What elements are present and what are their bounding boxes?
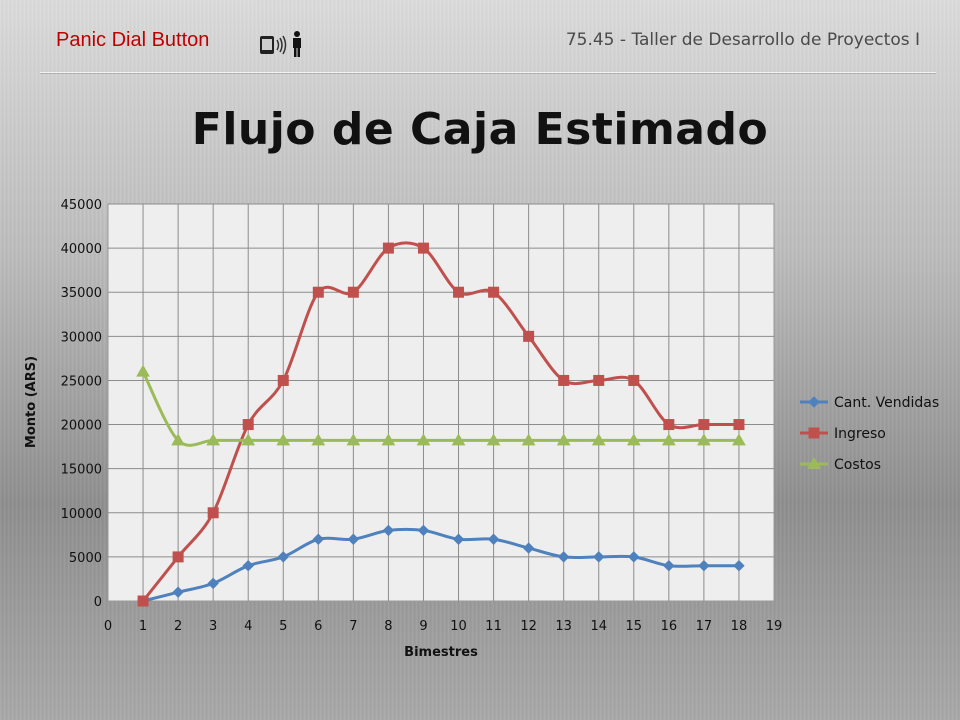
y-tick-label: 5000 xyxy=(69,551,102,566)
legend-marker-costos xyxy=(807,456,821,469)
data-point-cant-vendidas xyxy=(733,560,745,572)
data-point-cant-vendidas xyxy=(242,560,254,572)
data-point-costos xyxy=(346,433,361,446)
data-point-ingreso xyxy=(277,374,289,386)
data-point-ingreso xyxy=(523,330,535,342)
data-point-costos xyxy=(486,433,501,446)
data-point-ingreso xyxy=(347,286,359,298)
data-point-costos xyxy=(381,433,396,446)
data-point-cant-vendidas xyxy=(698,560,710,572)
x-tick-label: 14 xyxy=(590,619,607,634)
data-point-ingreso xyxy=(698,419,710,431)
data-point-costos xyxy=(276,433,291,446)
x-axis-title: Bimestres xyxy=(404,645,478,660)
x-tick-label: 4 xyxy=(244,619,252,634)
data-point-costos xyxy=(311,433,326,446)
x-tick-label: 6 xyxy=(314,619,322,634)
phone-person-icon xyxy=(260,31,301,57)
x-tick-label: 12 xyxy=(520,619,537,634)
brand-title: Panic Dial Button xyxy=(56,29,210,51)
y-axis-title: Monto (ARS) xyxy=(24,356,39,448)
data-point-cant-vendidas xyxy=(347,533,360,545)
y-tick-label: 30000 xyxy=(61,330,102,345)
data-point-cant-vendidas xyxy=(382,524,395,537)
data-point-costos xyxy=(626,433,641,446)
data-point-cant-vendidas xyxy=(522,542,535,554)
course-title: 75.45 - Taller de Desarrollo de Proyecto… xyxy=(565,30,920,50)
data-point-costos xyxy=(171,433,185,446)
x-tick-label: 1 xyxy=(139,619,147,634)
y-tick-label: 35000 xyxy=(61,286,102,301)
data-point-costos xyxy=(451,433,466,446)
data-point-ingreso xyxy=(593,374,605,386)
y-tick-label: 20000 xyxy=(61,419,102,434)
x-tick-label: 15 xyxy=(626,619,643,634)
y-tick-label: 15000 xyxy=(61,463,102,478)
data-point-ingreso xyxy=(382,242,394,254)
data-point-costos xyxy=(732,433,746,446)
x-tick-label: 0 xyxy=(104,619,112,634)
data-point-cant-vendidas xyxy=(487,533,500,545)
data-point-cant-vendidas xyxy=(452,533,465,545)
data-point-ingreso xyxy=(172,551,184,563)
data-point-costos xyxy=(697,433,711,446)
data-point-ingreso xyxy=(488,286,500,298)
data-point-costos xyxy=(136,364,150,377)
data-point-cant-vendidas xyxy=(557,551,570,563)
data-point-ingreso xyxy=(207,507,219,519)
x-tick-label: 16 xyxy=(661,619,678,634)
x-tick-label: 5 xyxy=(279,619,287,634)
data-point-ingreso xyxy=(663,419,675,431)
data-point-costos xyxy=(206,433,221,446)
legend-marker-cant-vendidas xyxy=(808,396,820,408)
data-point-ingreso xyxy=(628,374,640,386)
data-point-costos xyxy=(416,433,431,446)
x-tick-label: 10 xyxy=(450,619,467,634)
y-tick-label: 40000 xyxy=(61,242,102,257)
data-point-costos xyxy=(556,433,571,446)
legend-marker-ingreso xyxy=(808,427,820,439)
y-tick-label: 25000 xyxy=(61,374,102,389)
data-point-ingreso xyxy=(417,242,429,254)
data-point-cant-vendidas xyxy=(417,524,430,537)
y-tick-label: 45000 xyxy=(61,198,102,213)
x-tick-label: 9 xyxy=(419,619,427,634)
data-point-cant-vendidas xyxy=(628,551,640,563)
data-point-cant-vendidas xyxy=(277,551,289,563)
data-point-costos xyxy=(521,433,536,446)
header-divider xyxy=(40,72,936,73)
plot-area xyxy=(107,203,775,602)
x-tick-label: 13 xyxy=(555,619,572,634)
data-point-ingreso xyxy=(242,419,254,431)
data-point-ingreso xyxy=(312,286,324,298)
data-point-ingreso xyxy=(137,595,149,607)
x-tick-label: 8 xyxy=(384,619,392,634)
data-point-cant-vendidas xyxy=(312,533,325,545)
legend-label-costos: Costos xyxy=(834,457,881,473)
data-point-costos xyxy=(241,433,256,446)
data-point-cant-vendidas xyxy=(663,560,675,572)
x-tick-label: 3 xyxy=(209,619,217,634)
y-tick-label: 0 xyxy=(94,595,102,610)
x-tick-label: 2 xyxy=(174,619,182,634)
x-tick-label: 19 xyxy=(766,619,783,634)
y-tick-label: 10000 xyxy=(61,507,102,522)
legend-label-ingreso: Ingreso xyxy=(834,426,886,442)
legend-label-cant-vendidas: Cant. Vendidas xyxy=(834,395,939,411)
data-point-cant-vendidas xyxy=(207,577,219,590)
chart-title: Flujo de Caja Estimado xyxy=(191,104,769,155)
x-tick-label: 18 xyxy=(731,619,748,634)
data-point-ingreso xyxy=(733,419,745,431)
data-point-costos xyxy=(591,433,606,446)
data-point-cant-vendidas xyxy=(172,586,184,598)
data-point-costos xyxy=(661,433,676,446)
x-tick-label: 17 xyxy=(696,619,713,634)
data-point-ingreso xyxy=(558,374,570,386)
data-point-cant-vendidas xyxy=(593,551,605,563)
x-tick-label: 11 xyxy=(485,619,502,634)
x-tick-label: 7 xyxy=(349,619,357,634)
data-point-ingreso xyxy=(453,286,465,298)
